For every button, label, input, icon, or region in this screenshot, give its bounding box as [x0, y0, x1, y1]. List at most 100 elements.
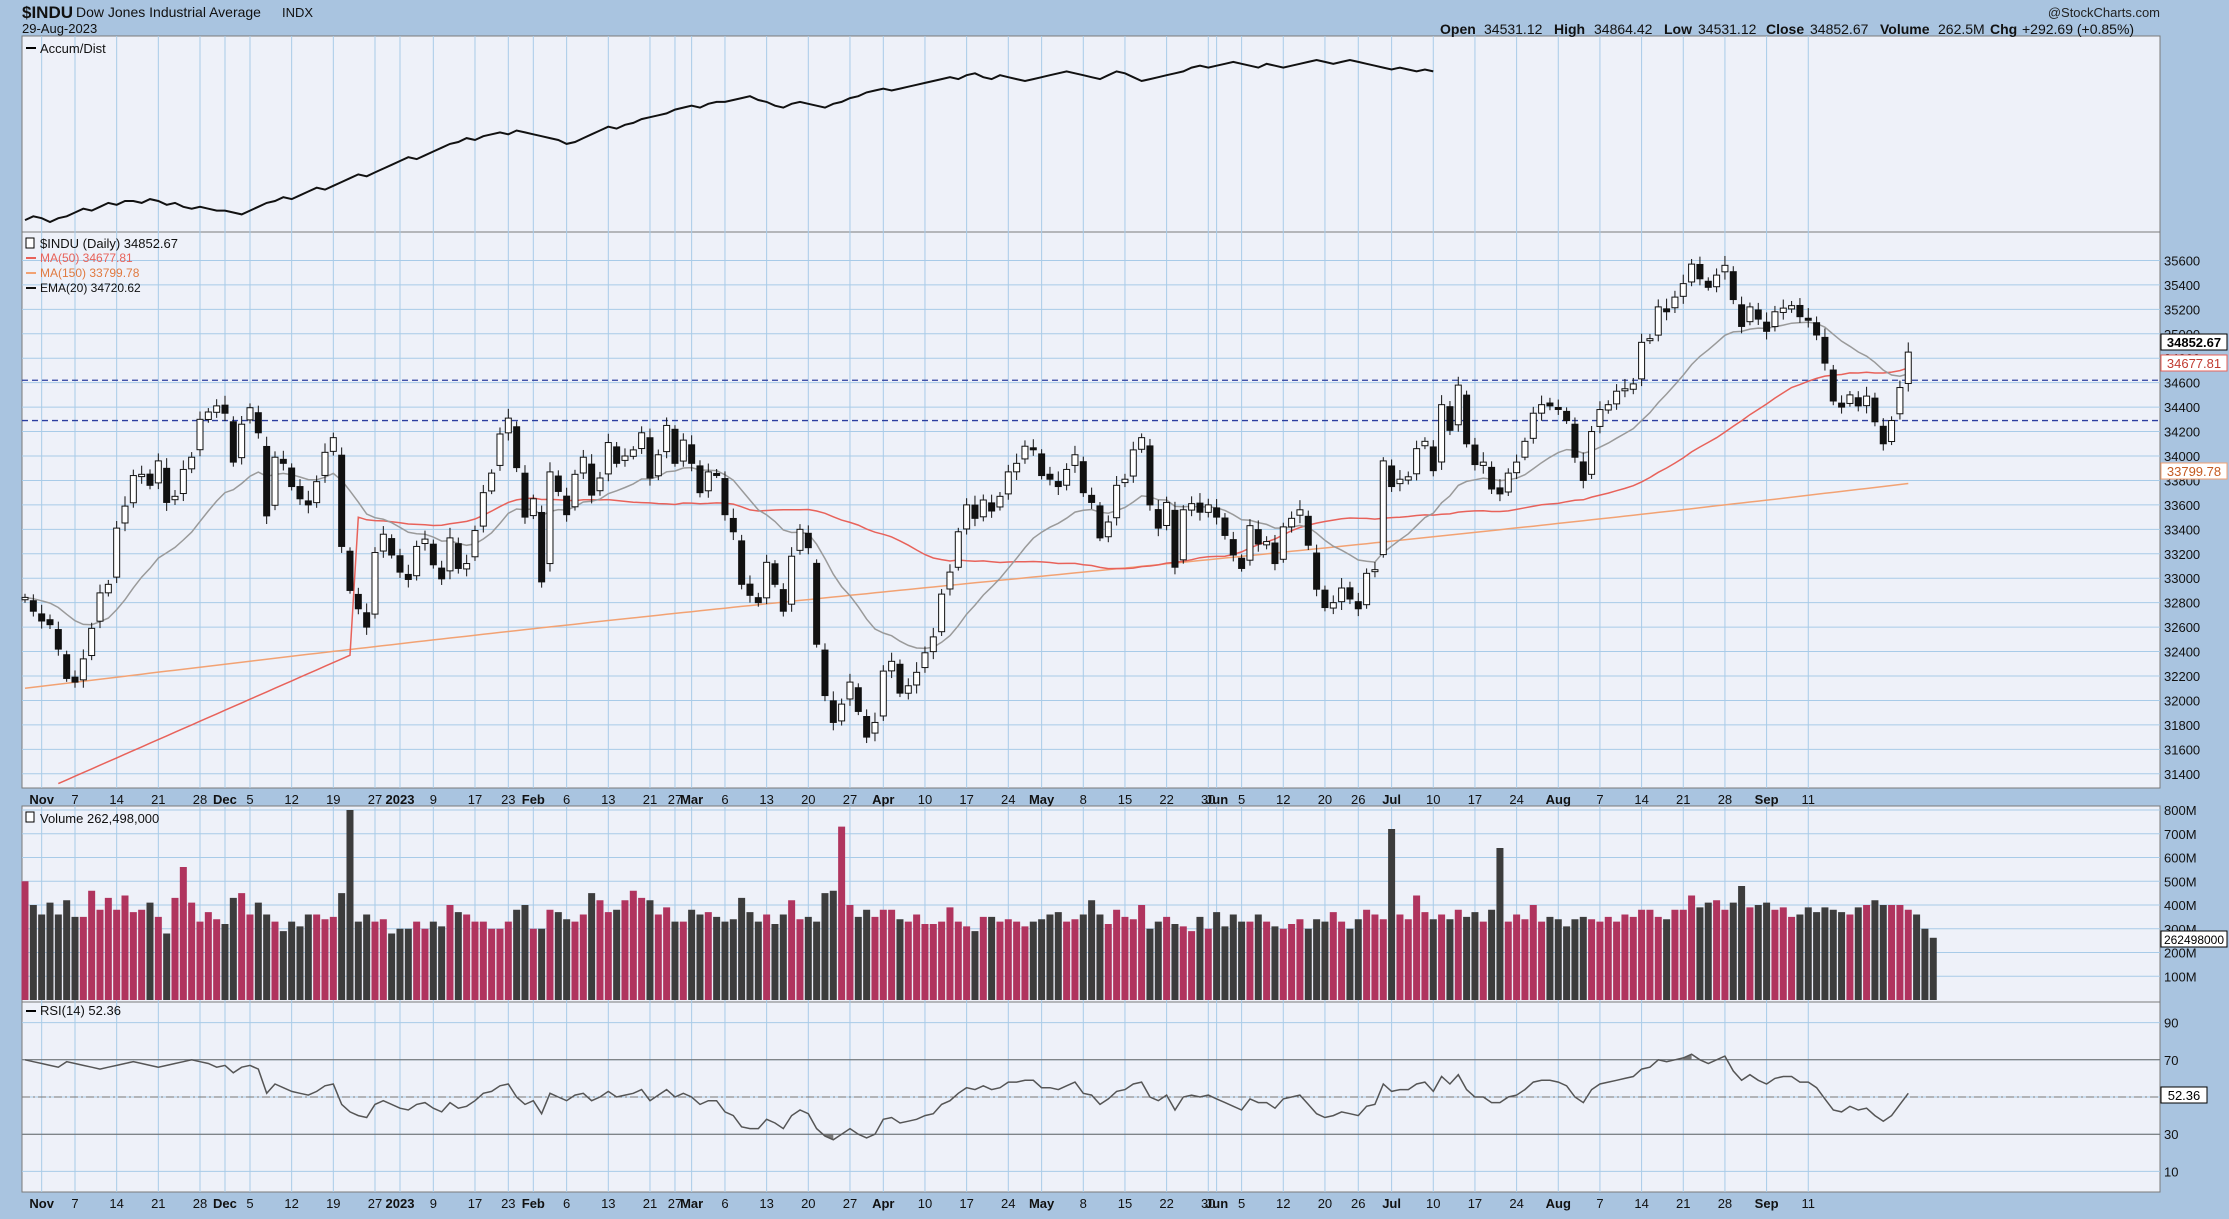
candle-body: [763, 561, 771, 599]
candle-body: [1088, 494, 1096, 503]
rsi-tick-label: 10: [2164, 1164, 2178, 1179]
price-tick-label: 31800: [2164, 718, 2200, 733]
volume-bar: [846, 905, 854, 1000]
volume-bar: [1771, 909, 1779, 1000]
x-tick-label: 5: [246, 1196, 253, 1211]
x-tick-label: 19: [326, 1196, 340, 1211]
candle-body: [321, 451, 329, 476]
price-tick-label: 33400: [2164, 522, 2200, 537]
x-tick-label: 13: [759, 792, 773, 807]
candle-body: [788, 555, 796, 605]
candle-body: [1896, 387, 1904, 415]
volume-bar: [621, 900, 629, 1000]
candle-body: [1696, 263, 1704, 280]
candle-body: [388, 538, 396, 556]
svg-text:Accum/Dist: Accum/Dist: [40, 41, 106, 56]
volume-bar: [1546, 916, 1554, 1000]
candle-body: [96, 592, 104, 622]
candle-body: [654, 454, 662, 477]
volume-bar: [1854, 907, 1862, 1000]
header-date: 29-Aug-2023: [22, 21, 97, 36]
volume-bar: [1604, 916, 1612, 1000]
volume-bar: [1129, 919, 1137, 1000]
volume-tick-label: 100M: [2164, 969, 2197, 984]
volume-tag: 262498000: [2160, 930, 2228, 948]
x-tick-label: 24: [1001, 792, 1015, 807]
x-tick-label: 12: [284, 1196, 298, 1211]
open-label: Open: [1440, 21, 1476, 37]
low-label: Low: [1664, 21, 1692, 37]
volume-bar: [546, 909, 554, 1000]
candle-body: [1146, 445, 1154, 506]
candle-body: [1604, 404, 1612, 411]
candle-body: [721, 478, 729, 516]
x-tick-label: 17: [468, 792, 482, 807]
candle-body: [779, 589, 787, 612]
candle-body: [338, 454, 346, 547]
ma150-line: [24, 482, 1909, 689]
candle-body: [946, 571, 954, 590]
candle-body: [471, 530, 479, 558]
candle-body: [1004, 471, 1012, 495]
volume-bar: [329, 916, 337, 1000]
x-tick-label: Dec: [213, 792, 237, 807]
candle-body: [1079, 461, 1087, 494]
candle-body: [254, 412, 262, 434]
x-tick-label: Feb: [522, 792, 545, 807]
candle-body: [463, 563, 471, 570]
candle-body: [554, 475, 562, 492]
candle-body: [1813, 322, 1821, 336]
rsi-plot: [22, 1053, 2160, 1141]
x-tick-label: 6: [563, 792, 570, 807]
candle-body: [1796, 304, 1804, 318]
svg-text:RSI(14) 52.36: RSI(14) 52.36: [40, 1003, 121, 1018]
candle-body: [1454, 384, 1462, 426]
high-value: 34864.42: [1594, 21, 1653, 37]
volume-bar: [1379, 919, 1387, 1000]
candle-body: [1421, 440, 1429, 447]
volume-bar: [1038, 919, 1046, 1000]
volume-bar: [1688, 895, 1696, 1000]
volume-bar: [1054, 912, 1062, 1000]
candle-body: [1279, 526, 1287, 560]
price-tick-label: 33200: [2164, 547, 2200, 562]
volume-bar: [1746, 907, 1754, 1000]
volume-bar: [604, 912, 612, 1000]
price-tag-ma50: 34677.81: [2160, 354, 2228, 372]
x-tick-label: 17: [1468, 1196, 1482, 1211]
candle-body: [54, 629, 62, 650]
chg-value: +292.69 (+0.85%): [2022, 21, 2134, 37]
candle-body: [1029, 447, 1037, 451]
price-tick-label: 34200: [2164, 425, 2200, 440]
x-tick-label: 12: [1276, 792, 1290, 807]
candle-body: [154, 460, 162, 484]
x-tick-label: 26: [1351, 1196, 1365, 1211]
volume-bar: [1004, 919, 1012, 1000]
candle-body: [379, 533, 387, 552]
candle-body: [879, 670, 887, 717]
candle-body: [1521, 440, 1529, 458]
candle-body: [604, 442, 612, 475]
price-tick-label: 35200: [2164, 302, 2200, 317]
volume-bar: [1696, 907, 1704, 1000]
volume-bar: [1754, 905, 1762, 1000]
volume-bar: [521, 905, 529, 1000]
candle-body: [1204, 504, 1212, 513]
x-tick-label: 21: [1676, 1196, 1690, 1211]
x-tick-label: 12: [1276, 1196, 1290, 1211]
volume-bar: [213, 919, 221, 1000]
candle-body: [921, 652, 929, 669]
volume-bar: [146, 902, 154, 1000]
candle-body: [229, 421, 237, 463]
candle-body: [146, 473, 154, 486]
volume-bar: [1763, 902, 1771, 1000]
candle-body: [263, 445, 271, 517]
candle-body: [696, 465, 704, 494]
volume-bar: [1171, 924, 1179, 1000]
volume-bar: [1479, 921, 1487, 1000]
volume-bar: [1929, 937, 1937, 1000]
stockcharts-credit: @StockCharts.com: [2048, 5, 2160, 20]
volume-bar: [929, 924, 937, 1000]
volume-tick-label: 400M: [2164, 898, 2197, 913]
x-tick-label: 13: [601, 1196, 615, 1211]
